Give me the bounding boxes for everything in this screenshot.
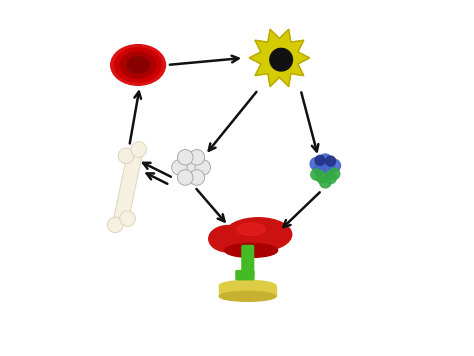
- Circle shape: [172, 159, 187, 175]
- FancyBboxPatch shape: [236, 271, 254, 280]
- Circle shape: [322, 163, 335, 176]
- Circle shape: [189, 170, 205, 185]
- Circle shape: [319, 154, 332, 167]
- Polygon shape: [249, 29, 310, 87]
- Circle shape: [325, 172, 336, 184]
- Circle shape: [315, 155, 325, 165]
- Circle shape: [108, 217, 123, 233]
- Circle shape: [311, 169, 322, 180]
- Ellipse shape: [219, 281, 276, 291]
- Circle shape: [177, 170, 193, 185]
- Ellipse shape: [225, 218, 292, 251]
- FancyBboxPatch shape: [113, 152, 142, 226]
- Circle shape: [131, 142, 146, 157]
- Polygon shape: [219, 286, 276, 296]
- Ellipse shape: [237, 223, 265, 235]
- Ellipse shape: [219, 291, 276, 301]
- Ellipse shape: [225, 244, 278, 257]
- Circle shape: [316, 172, 328, 183]
- Circle shape: [328, 168, 340, 179]
- Circle shape: [118, 148, 134, 163]
- Ellipse shape: [120, 52, 156, 78]
- Circle shape: [328, 159, 340, 172]
- Circle shape: [195, 159, 210, 175]
- Ellipse shape: [115, 48, 161, 82]
- Circle shape: [314, 163, 327, 176]
- Circle shape: [310, 157, 323, 170]
- Circle shape: [319, 177, 331, 188]
- Circle shape: [270, 48, 292, 71]
- Circle shape: [326, 156, 336, 166]
- Ellipse shape: [127, 57, 149, 73]
- FancyBboxPatch shape: [242, 246, 254, 277]
- Circle shape: [189, 150, 205, 165]
- Ellipse shape: [111, 44, 165, 85]
- Ellipse shape: [209, 225, 247, 252]
- Circle shape: [120, 211, 136, 226]
- Circle shape: [177, 150, 193, 165]
- Circle shape: [183, 159, 199, 175]
